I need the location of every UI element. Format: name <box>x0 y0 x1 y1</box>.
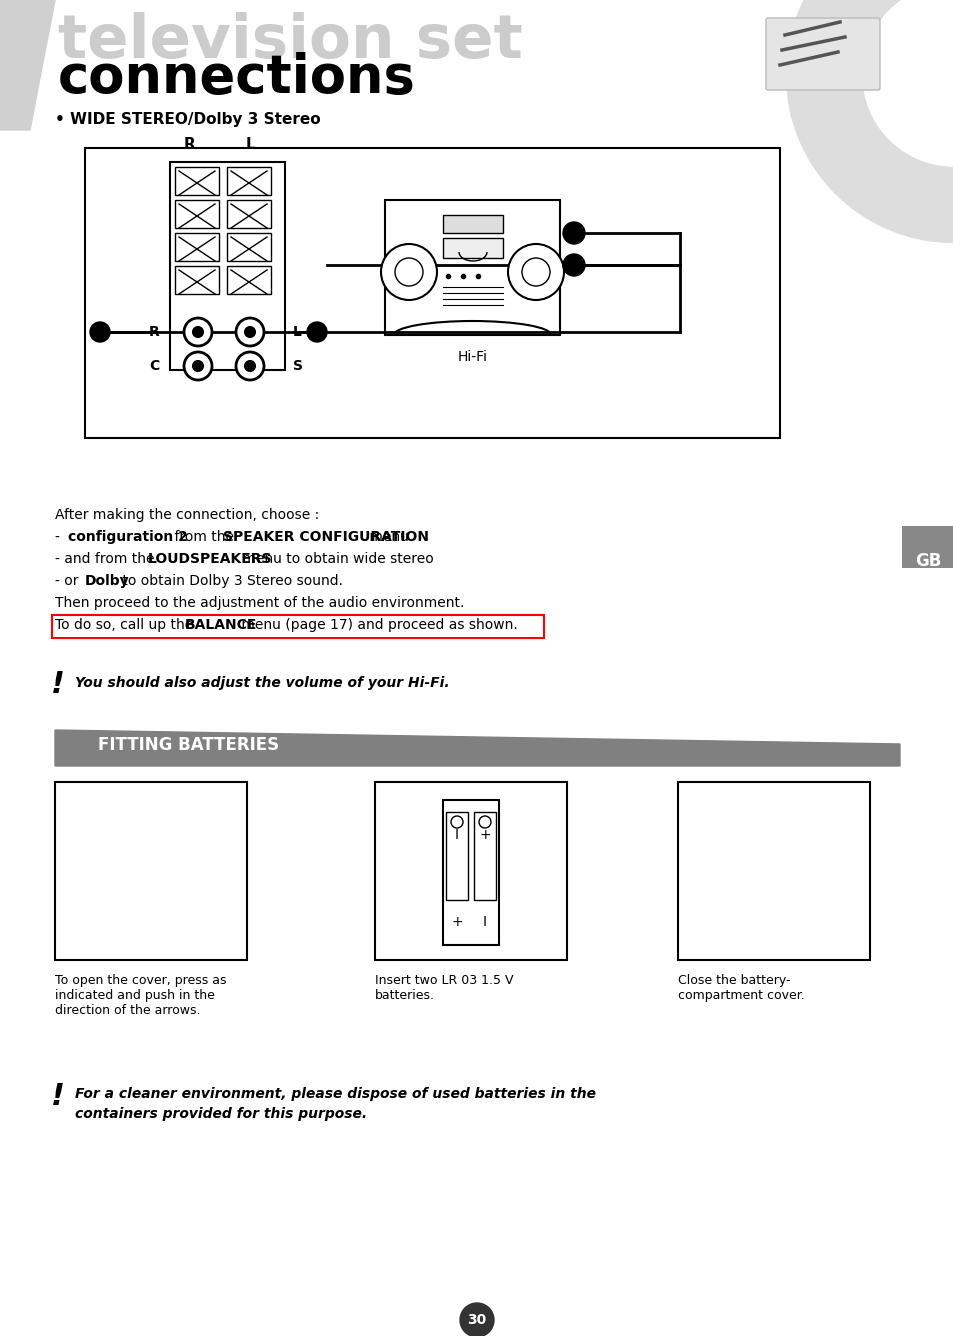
FancyBboxPatch shape <box>765 17 879 90</box>
Circle shape <box>521 258 550 286</box>
Circle shape <box>184 351 212 379</box>
Text: +: + <box>451 915 462 929</box>
Text: S: S <box>293 359 303 373</box>
Bar <box>174 266 219 294</box>
Circle shape <box>459 1303 494 1336</box>
Circle shape <box>235 351 264 379</box>
Circle shape <box>245 361 254 371</box>
Text: to obtain Dolby 3 Stereo sound.: to obtain Dolby 3 Stereo sound. <box>118 574 343 588</box>
Text: television set: television set <box>58 12 522 71</box>
Text: SPEAKER CONFIGURATION: SPEAKER CONFIGURATION <box>223 530 429 544</box>
Bar <box>474 812 496 900</box>
Circle shape <box>307 322 327 342</box>
Circle shape <box>235 318 264 346</box>
Bar <box>375 782 566 961</box>
Text: - and from the: - and from the <box>55 552 159 566</box>
Text: To do so, call up the: To do so, call up the <box>55 619 197 632</box>
Circle shape <box>380 244 436 301</box>
Bar <box>227 200 271 228</box>
Circle shape <box>562 222 584 244</box>
Text: 30: 30 <box>467 1313 486 1327</box>
Text: containers provided for this purpose.: containers provided for this purpose. <box>75 1108 367 1121</box>
Text: Insert two LR 03 1.5 V
batteries.: Insert two LR 03 1.5 V batteries. <box>375 974 513 1002</box>
Bar <box>174 232 219 261</box>
Bar <box>446 812 468 900</box>
Text: Hi-Fi: Hi-Fi <box>457 350 487 363</box>
Text: Then proceed to the adjustment of the audio environment.: Then proceed to the adjustment of the au… <box>55 596 464 611</box>
Bar <box>901 526 953 568</box>
Text: C: C <box>150 359 160 373</box>
Text: Close the battery-
compartment cover.: Close the battery- compartment cover. <box>678 974 804 1002</box>
Circle shape <box>395 258 422 286</box>
Bar <box>174 167 219 195</box>
Text: GB: GB <box>914 552 941 570</box>
Circle shape <box>193 327 203 337</box>
Text: from the: from the <box>170 530 238 544</box>
Text: L: L <box>293 325 301 339</box>
Bar <box>385 200 559 335</box>
Text: You should also adjust the volume of your Hi-Fi.: You should also adjust the volume of you… <box>75 676 449 689</box>
Text: menu: menu <box>365 530 409 544</box>
Bar <box>55 782 247 961</box>
Circle shape <box>478 816 491 828</box>
Circle shape <box>184 318 212 346</box>
Bar <box>227 266 271 294</box>
Text: -: - <box>55 530 64 544</box>
Circle shape <box>245 327 254 337</box>
Polygon shape <box>0 0 55 130</box>
Text: !: ! <box>51 1082 65 1112</box>
Text: R: R <box>149 325 160 339</box>
Text: LOUDSPEAKERS: LOUDSPEAKERS <box>148 552 273 566</box>
Bar <box>227 167 271 195</box>
Text: To open the cover, press as
indicated and push in the
direction of the arrows.: To open the cover, press as indicated an… <box>55 974 226 1017</box>
Text: Dolby: Dolby <box>85 574 130 588</box>
Circle shape <box>507 244 563 301</box>
Bar <box>442 215 502 232</box>
Text: I: I <box>482 915 486 929</box>
Circle shape <box>562 254 584 277</box>
Bar <box>678 782 869 961</box>
Bar <box>442 238 502 258</box>
Text: configuration 2: configuration 2 <box>68 530 188 544</box>
Bar <box>85 148 780 438</box>
Text: After making the connection, choose :: After making the connection, choose : <box>55 508 319 522</box>
Bar <box>174 200 219 228</box>
Circle shape <box>193 361 203 371</box>
Text: For a cleaner environment, please dispose of used batteries in the: For a cleaner environment, please dispos… <box>75 1088 596 1101</box>
Text: L: L <box>245 138 254 152</box>
Text: • WIDE STEREO/Dolby 3 Stereo: • WIDE STEREO/Dolby 3 Stereo <box>55 112 320 127</box>
Bar <box>442 800 498 945</box>
Polygon shape <box>55 729 899 766</box>
Text: +: + <box>478 828 490 842</box>
Bar <box>52 615 543 639</box>
Text: !: ! <box>51 669 65 699</box>
Text: menu (page 17) and proceed as shown.: menu (page 17) and proceed as shown. <box>236 619 517 632</box>
Text: FITTING BATTERIES: FITTING BATTERIES <box>98 736 279 754</box>
Text: connections: connections <box>58 52 416 104</box>
Text: menu to obtain wide stereo: menu to obtain wide stereo <box>237 552 434 566</box>
Text: R: R <box>184 138 195 152</box>
Circle shape <box>451 816 462 828</box>
Bar <box>227 232 271 261</box>
Circle shape <box>90 322 110 342</box>
Text: - or: - or <box>55 574 83 588</box>
Text: I: I <box>455 828 458 842</box>
Text: BALANCE: BALANCE <box>185 619 257 632</box>
Bar <box>170 162 285 370</box>
